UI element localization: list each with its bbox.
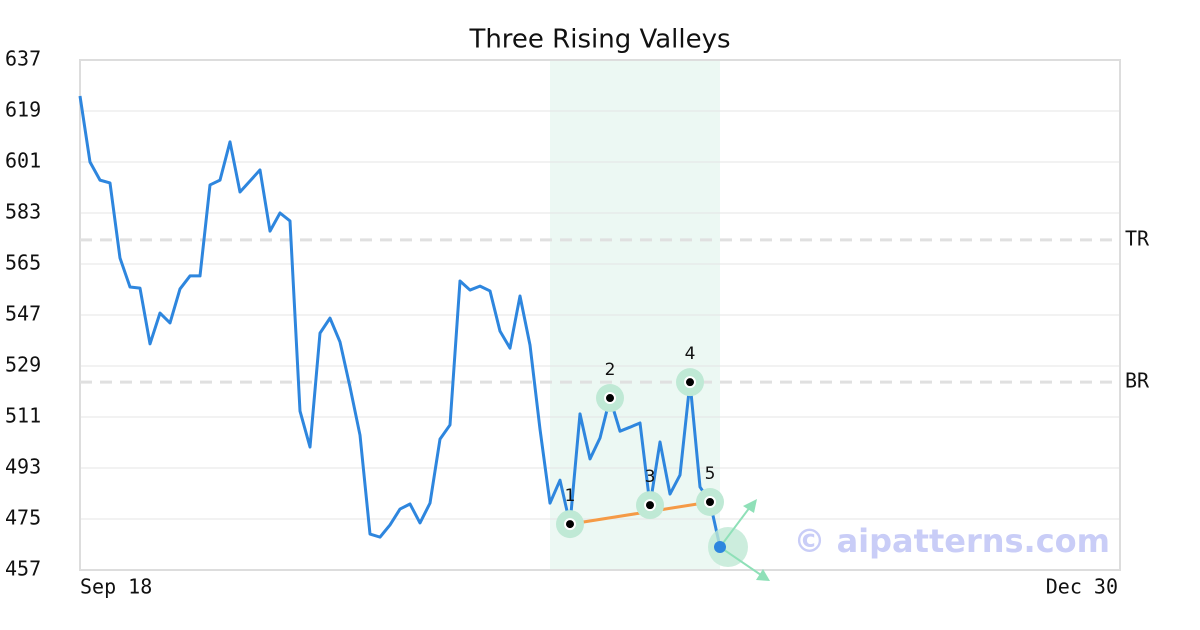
y-tick-label: 619 (5, 98, 41, 122)
y-tick-label: 529 (5, 353, 41, 377)
x-tick-label: Sep 18 (80, 575, 152, 599)
arrow-down-head (756, 569, 770, 582)
y-tick-label: 511 (5, 404, 41, 428)
arrow-up-head (743, 499, 757, 514)
chart-title: Three Rising Valleys (468, 25, 730, 55)
y-tick-label: 493 (5, 455, 41, 479)
arrow-down (719, 546, 765, 578)
reference-label: TR (1125, 226, 1150, 250)
pattern-label: 2 (605, 360, 616, 380)
arrow-up (719, 502, 754, 548)
pattern-point (644, 499, 656, 512)
plot-frame (79, 59, 1121, 571)
pattern-point (604, 392, 616, 405)
y-tick-label: 601 (5, 149, 41, 173)
last-point (714, 541, 726, 554)
reference-label: BR (1125, 369, 1150, 393)
pattern-label: 3 (645, 467, 656, 487)
pattern-point (564, 518, 576, 531)
y-tick-label: 547 (5, 302, 41, 326)
pattern-point (704, 496, 716, 508)
pattern-point (684, 376, 696, 389)
y-tick-label: 637 (5, 47, 41, 71)
y-tick-label: 565 (5, 251, 41, 275)
y-tick-label: 457 (5, 557, 41, 581)
projection-wedge (708, 527, 748, 568)
pattern-label: 5 (705, 464, 716, 484)
watermark: © aipatterns.com (793, 522, 1110, 560)
pattern-label: 1 (565, 486, 576, 506)
pattern-label: 4 (685, 344, 696, 364)
x-tick-label: Dec 30 (1046, 575, 1118, 599)
y-tick-label: 583 (5, 200, 41, 224)
y-tick-label: 475 (5, 506, 41, 530)
